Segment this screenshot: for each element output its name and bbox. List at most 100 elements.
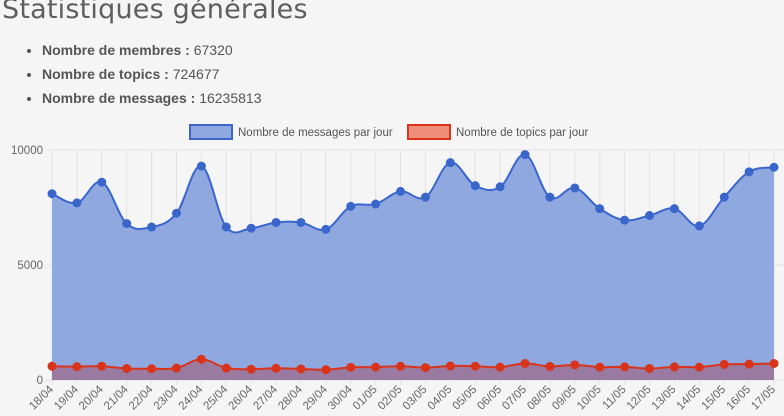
- data-point-messages[interactable]: [520, 150, 530, 160]
- legend-swatch-messages[interactable]: [189, 124, 233, 140]
- x-tick-label: 20/04: [77, 383, 106, 412]
- data-point-messages[interactable]: [595, 204, 605, 214]
- x-tick-label: 21/04: [102, 383, 131, 412]
- data-point-topics[interactable]: [445, 361, 455, 371]
- chart-areas: [51, 153, 775, 380]
- x-tick-label: 22/04: [127, 383, 156, 412]
- stat-members-label: Nombre de membres :: [42, 42, 190, 58]
- data-point-topics[interactable]: [371, 362, 381, 372]
- y-tick-label: 5000: [17, 260, 43, 272]
- data-point-topics[interactable]: [97, 361, 107, 371]
- data-point-messages[interactable]: [645, 211, 655, 221]
- x-tick-label: 19/04: [52, 383, 81, 412]
- data-point-topics[interactable]: [620, 362, 630, 372]
- data-point-topics[interactable]: [47, 361, 57, 371]
- data-point-topics[interactable]: [72, 362, 82, 372]
- data-point-messages[interactable]: [420, 192, 430, 202]
- data-point-topics[interactable]: [520, 358, 530, 368]
- chart-legend: Nombre de messages par jour Nombre de to…: [189, 124, 588, 140]
- data-point-messages[interactable]: [296, 217, 306, 227]
- data-point-topics[interactable]: [196, 354, 206, 364]
- data-point-messages[interactable]: [97, 177, 107, 187]
- data-point-messages[interactable]: [147, 222, 157, 232]
- data-point-messages[interactable]: [171, 208, 181, 218]
- data-point-messages[interactable]: [495, 182, 505, 192]
- stat-topics-value: 724677: [172, 66, 220, 82]
- data-point-messages[interactable]: [396, 186, 406, 196]
- x-tick-label: 23/04: [152, 383, 181, 412]
- legend-label-messages: Nombre de messages par jour: [238, 127, 393, 139]
- x-tick-label: 02/05: [376, 384, 405, 413]
- legend-swatch-topics[interactable]: [407, 124, 451, 140]
- data-point-topics[interactable]: [545, 361, 555, 371]
- data-point-messages[interactable]: [72, 198, 82, 208]
- data-point-topics[interactable]: [719, 359, 729, 369]
- data-point-topics[interactable]: [420, 363, 430, 373]
- data-point-topics[interactable]: [694, 362, 704, 372]
- data-point-topics[interactable]: [321, 365, 331, 375]
- data-point-messages[interactable]: [694, 221, 704, 231]
- data-point-messages[interactable]: [346, 201, 356, 211]
- data-point-messages[interactable]: [221, 222, 231, 232]
- data-point-topics[interactable]: [246, 364, 256, 374]
- stat-members: Nombre de membres : 67320: [42, 38, 261, 62]
- data-point-messages[interactable]: [620, 215, 630, 225]
- data-point-messages[interactable]: [47, 189, 57, 199]
- x-tick-label: 05/05: [451, 384, 480, 413]
- data-point-messages[interactable]: [122, 219, 132, 229]
- data-point-topics[interactable]: [595, 362, 605, 372]
- data-point-messages[interactable]: [719, 192, 729, 202]
- page-title: Statistiques générales: [2, 0, 308, 25]
- legend-label-topics: Nombre de topics par jour: [456, 127, 588, 139]
- data-point-topics[interactable]: [396, 361, 406, 371]
- x-tick-label: 15/05: [699, 384, 728, 413]
- x-tick-label: 10/05: [575, 384, 604, 413]
- data-point-topics[interactable]: [470, 361, 480, 371]
- x-tick-label: 06/05: [475, 384, 504, 413]
- data-point-topics[interactable]: [122, 364, 132, 373]
- x-tick-label: 11/05: [601, 384, 629, 412]
- series-area-messages: [52, 154, 774, 380]
- data-point-messages[interactable]: [246, 223, 256, 233]
- stat-members-value: 67320: [193, 42, 233, 58]
- data-point-topics[interactable]: [495, 362, 505, 372]
- data-point-topics[interactable]: [570, 360, 580, 370]
- data-point-messages[interactable]: [445, 158, 455, 168]
- y-tick-label: 0: [37, 375, 43, 387]
- data-point-messages[interactable]: [371, 199, 381, 209]
- x-tick-label: 30/04: [326, 383, 355, 412]
- chart-points: [47, 150, 779, 375]
- x-tick-label: 09/05: [550, 384, 579, 413]
- data-point-topics[interactable]: [346, 362, 356, 372]
- x-tick-label: 07/05: [500, 384, 529, 413]
- data-point-topics[interactable]: [744, 359, 754, 369]
- stat-topics-label: Nombre de topics :: [42, 66, 169, 82]
- x-tick-label: 04/05: [426, 384, 455, 413]
- stat-topics: Nombre de topics : 724677: [42, 62, 261, 86]
- x-tick-label: 27/04: [251, 383, 280, 412]
- data-point-messages[interactable]: [545, 192, 555, 202]
- y-tick-label: 10000: [11, 145, 43, 157]
- data-point-messages[interactable]: [470, 181, 480, 191]
- x-tick-label: 28/04: [276, 383, 305, 412]
- data-point-messages[interactable]: [196, 161, 206, 171]
- data-point-messages[interactable]: [570, 183, 580, 193]
- data-point-topics[interactable]: [271, 363, 281, 373]
- data-point-topics[interactable]: [221, 363, 231, 373]
- data-point-messages[interactable]: [271, 217, 281, 227]
- data-point-messages[interactable]: [321, 224, 331, 234]
- data-point-topics[interactable]: [669, 362, 679, 372]
- data-point-messages[interactable]: [769, 162, 779, 172]
- data-point-messages[interactable]: [669, 204, 679, 214]
- x-tick-label: 26/04: [226, 383, 255, 412]
- data-point-topics[interactable]: [171, 363, 181, 373]
- data-point-messages[interactable]: [744, 167, 754, 177]
- stats-list: Nombre de membres : 67320 Nombre de topi…: [24, 38, 261, 110]
- x-tick-label: 29/04: [301, 383, 330, 412]
- x-tick-label: 14/05: [675, 384, 704, 413]
- data-point-topics[interactable]: [296, 364, 306, 374]
- data-point-topics[interactable]: [645, 364, 655, 373]
- data-point-topics[interactable]: [769, 358, 779, 368]
- data-point-topics[interactable]: [147, 364, 157, 374]
